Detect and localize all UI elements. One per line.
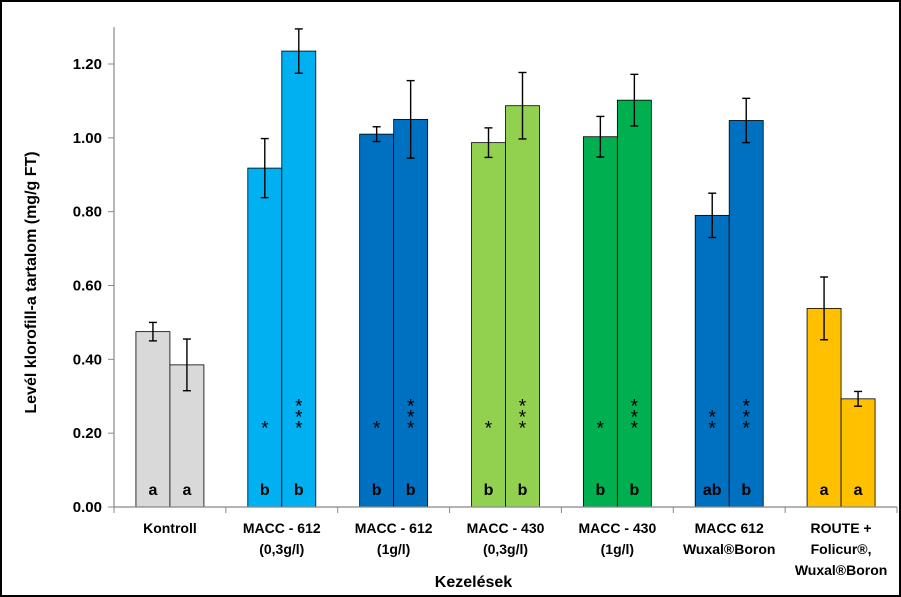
- bar-group: b * b * * *: [247, 28, 317, 508]
- category-label-line: Folicur®,: [811, 541, 872, 557]
- significance-stars: * * *: [407, 397, 415, 440]
- significance-letter: b: [294, 482, 304, 499]
- bar-group: b * b * * *: [359, 79, 429, 508]
- bar: [471, 142, 506, 508]
- significance-stars: * * *: [631, 397, 639, 440]
- significance-stars: *: [373, 419, 381, 440]
- significance-stars: * * *: [743, 397, 751, 440]
- y-tick-label: 1.00: [73, 130, 102, 147]
- significance-stars: * * *: [519, 397, 527, 440]
- significance-stars: *: [597, 419, 605, 440]
- x-axis: Kontroll MACC - 612 (0,3g/l) MACC - 612 (1g/…: [113, 506, 898, 578]
- significance-letter: b: [629, 482, 639, 499]
- category-label-line: MACC - 612: [243, 520, 321, 536]
- significance-stars: * * *: [295, 397, 303, 440]
- significance-letter: b: [595, 482, 605, 499]
- significance-letter: b: [260, 482, 270, 499]
- category-label-line: Kontroll: [143, 520, 197, 536]
- bar: [616, 99, 652, 508]
- significance-letter: a: [854, 482, 863, 499]
- y-axis: 0.00 0.20 0.40 0.60 0.80 1.00 1.20: [73, 27, 115, 516]
- category-label-line: (0,3g/l): [483, 541, 528, 557]
- category-label: MACC - 430 (1g/l): [578, 520, 656, 557]
- bar: [505, 105, 540, 508]
- y-tick-label: 0.00: [73, 499, 102, 516]
- significance-letter: b: [372, 482, 382, 499]
- y-tick-label: 0.20: [73, 425, 102, 442]
- significance-letter: ab: [703, 482, 722, 499]
- bar: [135, 331, 171, 508]
- bar-group: ab * * b * * *: [694, 97, 764, 508]
- bar: [281, 50, 317, 508]
- category-label-line: MACC - 612: [355, 520, 433, 536]
- category-label: MACC - 612 (0,3g/l): [243, 520, 321, 557]
- significance-letter: b: [518, 482, 528, 499]
- significance-letter: b: [741, 482, 751, 499]
- category-label-line: ROUTE +: [811, 520, 872, 536]
- bar: [393, 118, 429, 508]
- category-label: ROUTE + Folicur®, Wuxal®Boron: [795, 520, 888, 578]
- bar: [728, 120, 764, 508]
- category-label-line: Wuxal®Boron: [795, 562, 888, 578]
- y-tick-label: 1.20: [73, 56, 102, 73]
- bar: [694, 214, 730, 508]
- category-label: MACC - 612 (1g/l): [355, 520, 433, 557]
- significance-letter: a: [820, 482, 829, 499]
- significance-stars: *: [261, 419, 269, 440]
- category-label-line: Wuxal®Boron: [683, 541, 776, 557]
- significance-letter: b: [406, 482, 416, 499]
- category-label: MACC 612 Wuxal®Boron: [683, 520, 776, 557]
- category-label-line: MACC - 430: [578, 520, 656, 536]
- bar: [247, 167, 283, 508]
- x-axis-title: Kezelések: [435, 574, 512, 591]
- bars: a a b*b* * *b*b* * *b*b* * *b*b* * *ab* *b* * *a a: [135, 28, 876, 508]
- category-label: Kontroll: [143, 520, 197, 536]
- category-label-line: (1g/l): [601, 541, 634, 557]
- significance-stars: *: [485, 419, 493, 440]
- y-tick-label: 0.60: [73, 278, 102, 295]
- bar-group: b * b * * *: [471, 71, 540, 508]
- significance-letter: b: [484, 482, 494, 499]
- significance-letter: a: [148, 482, 157, 499]
- category-label-line: MACC - 430: [467, 520, 545, 536]
- bar: [582, 136, 618, 508]
- category-label-line: (1g/l): [377, 541, 410, 557]
- y-tick-label: 0.80: [73, 204, 102, 221]
- category-label: MACC - 430 (0,3g/l): [467, 520, 545, 557]
- y-axis-title: Levél klorofill-a tartalom (mg/g FT): [23, 151, 40, 413]
- y-tick-label: 0.40: [73, 351, 102, 368]
- significance-stars: * *: [709, 408, 717, 440]
- significance-letter: a: [182, 482, 191, 499]
- category-label-line: (0,3g/l): [259, 541, 304, 557]
- bar: [359, 133, 395, 508]
- bar-group: b * b * * *: [582, 73, 652, 508]
- category-label-line: MACC 612: [695, 520, 764, 536]
